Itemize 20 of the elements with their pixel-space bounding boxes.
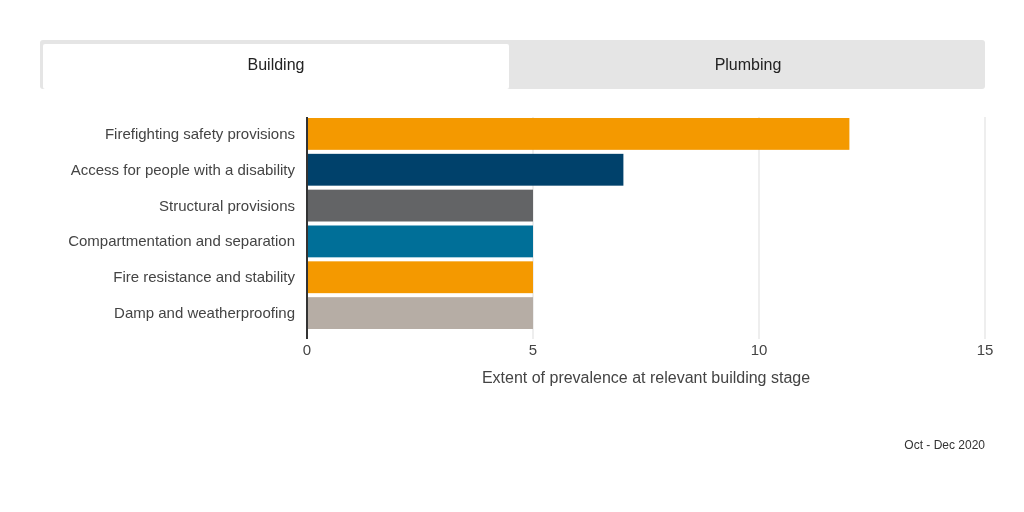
text: Oct - Dec 2020 [904, 438, 986, 452]
text: Plumbing [714, 56, 782, 73]
y-tick-label: Structural provisions [159, 196, 295, 214]
y-tick-label: Access for people with a disability [70, 160, 296, 178]
bar [307, 153, 624, 186]
x-axis-title: Extent of prevalence at relevant building stage [481, 369, 811, 386]
x-tick-label: 15 [976, 341, 994, 358]
x-tick-label: 0 [302, 341, 312, 358]
x-tick-label: 5 [528, 341, 538, 358]
bar [307, 297, 533, 329]
text: Building [247, 56, 305, 73]
y-tick-label: Fire resistance and stability [113, 268, 296, 286]
y-tick-label: Compartmentation and separation [68, 232, 295, 250]
x-tick-label: 10 [750, 341, 768, 358]
bar [307, 118, 850, 150]
y-tick-label: Firefighting safety provisions [104, 124, 295, 142]
bar [307, 261, 533, 294]
bar [307, 189, 533, 222]
bar [307, 225, 533, 258]
y-tick-label: Damp and weatherproofing [114, 304, 295, 322]
